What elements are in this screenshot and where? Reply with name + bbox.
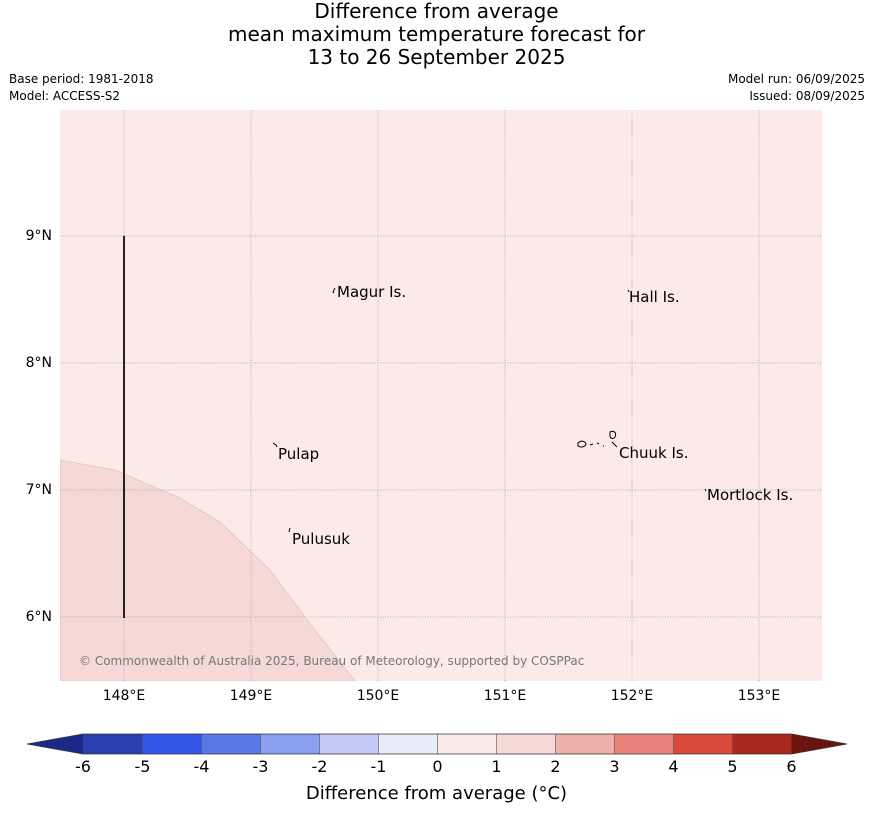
colorbar-bin-5: [319, 734, 379, 754]
island-chuuk-1: [577, 440, 587, 448]
lon-label-148e: 148°E: [102, 688, 146, 704]
colorbar-tick: 2: [550, 757, 561, 776]
colorbar-tick: 1: [491, 757, 502, 776]
colorbar-low-extend: [27, 734, 83, 754]
colorbar-tick: 4: [668, 757, 679, 776]
meta-left: Base period: 1981-2018 Model: ACCESS-S2: [9, 71, 154, 105]
map-canvas: [60, 110, 822, 681]
colorbar-label: Difference from average (°C): [305, 783, 568, 804]
lon-label-149e: 149°E: [229, 688, 273, 704]
colorbar-tick: -1: [370, 757, 387, 776]
colorbar-tick: -4: [193, 757, 210, 776]
anomaly-zone: [60, 459, 356, 681]
colorbar-bin-8: [496, 734, 556, 754]
model-name: Model: ACCESS-S2: [9, 89, 121, 103]
colorbar-tick: 3: [609, 757, 620, 776]
colorbar: [26, 733, 848, 755]
lat-label-7n: 7°N: [25, 482, 52, 498]
title-line-2: mean maximum temperature forecast for: [227, 22, 645, 46]
colorbar-bin-11: [673, 734, 733, 754]
lat-label-9n: 9°N: [25, 228, 52, 244]
lon-label-150e: 150°E: [356, 688, 400, 704]
colorbar-bin-10: [614, 734, 674, 754]
place-pulusuk: Pulusuk: [292, 530, 350, 548]
place-chuuk: Chuuk Is.: [619, 444, 689, 462]
island-chuuk-5: [609, 430, 617, 440]
colorbar-bin-12: [732, 734, 792, 754]
colorbar-tick: -6: [75, 757, 91, 776]
map-title: Difference from average mean maximum tem…: [0, 0, 873, 69]
colorbar-dividers: [142, 734, 733, 754]
colorbar-tick: -2: [311, 757, 328, 776]
colorbar-tick: -3: [252, 757, 269, 776]
island-magur: [332, 287, 336, 294]
colorbar-tick: -5: [134, 757, 151, 776]
island-chuuk-2: [589, 443, 594, 446]
island-pulusuk: [288, 527, 291, 533]
colorbar-tick: 5: [727, 757, 738, 776]
colorbar-bin-2: [142, 734, 202, 754]
colorbar-bin-4: [260, 734, 320, 754]
base-period: Base period: 1981-2018: [9, 72, 154, 86]
colorbar-bin-3: [201, 734, 261, 754]
issued-date: Issued: 08/09/2025: [749, 89, 865, 103]
island-mortlock: [704, 488, 707, 492]
island-outlines: [272, 287, 707, 533]
island-chuuk-3: [596, 442, 600, 445]
colorbar-bin-1: [83, 734, 143, 754]
colorbar-bin-7: [437, 734, 497, 754]
island-pulap: [272, 442, 278, 448]
island-chuuk-6: [611, 441, 618, 448]
map-panel[interactable]: [60, 110, 822, 681]
lon-label-153e: 153°E: [737, 688, 781, 704]
colorbar-high-extend: [791, 734, 847, 754]
title-line-1: Difference from average: [314, 0, 559, 23]
place-magur: Magur Is.: [337, 283, 407, 301]
lat-label-6n: 6°N: [25, 609, 52, 625]
model-run: Model run: 06/09/2025: [727, 72, 865, 86]
colorbar-bin-6: [378, 734, 438, 754]
place-mortlock: Mortlock Is.: [707, 486, 794, 504]
copyright-notice: © Commonwealth of Australia 2025, Bureau…: [79, 654, 585, 668]
lat-label-8n: 8°N: [25, 355, 52, 371]
place-hall: Hall Is.: [629, 288, 680, 306]
lon-label-151e: 151°E: [483, 688, 527, 704]
colorbar-tick: 6: [786, 757, 797, 776]
island-hall: [627, 289, 630, 293]
lon-label-152e: 152°E: [610, 688, 654, 704]
graticule: [60, 110, 822, 681]
colorbar-tick: 0: [432, 757, 443, 776]
colorbar-outline: [26, 733, 848, 755]
colorbar-bin-9: [555, 734, 615, 754]
place-pulap: Pulap: [278, 445, 320, 463]
title-line-3: 13 to 26 September 2025: [307, 45, 566, 69]
meta-right: Model run: 06/09/2025 Issued: 08/09/2025: [728, 71, 865, 105]
